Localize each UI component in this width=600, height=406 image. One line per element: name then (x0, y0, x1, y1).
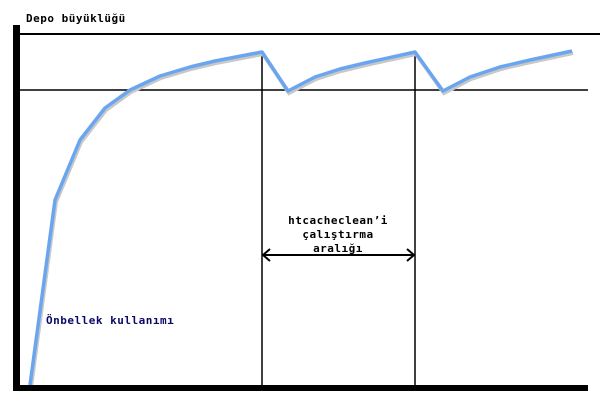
x-axis (13, 385, 588, 391)
curve-label: Önbellek kullanımı (46, 314, 175, 327)
interval-label-line: aralığı (313, 242, 363, 255)
y-axis-label: Depo büyüklüğü (26, 12, 126, 25)
arrow-head-right (406, 248, 416, 262)
interval-label-line: çalıştırma (302, 228, 374, 241)
arrow-head-left (261, 248, 271, 262)
interval-label: htcacheclean’i çalıştırma aralığı (272, 214, 404, 256)
interval-label-line: htcacheclean’i (288, 214, 388, 227)
cache-usage-curve-shadow (29, 51, 574, 388)
cache-usage-curve (28, 49, 573, 386)
y-axis (13, 25, 20, 391)
